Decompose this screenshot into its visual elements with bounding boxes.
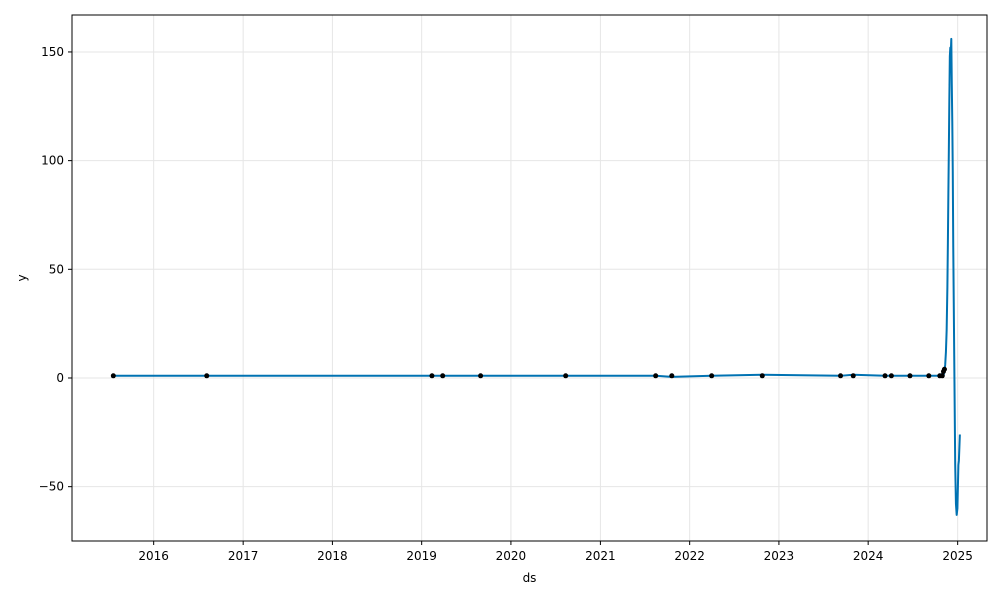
observed-point xyxy=(110,373,116,379)
y-tick-label: −50 xyxy=(39,480,64,494)
observed-point xyxy=(939,373,945,379)
plot-area-background xyxy=(72,15,987,541)
x-tick-label: 2018 xyxy=(317,549,348,563)
observed-point xyxy=(653,373,659,379)
observed-point xyxy=(669,373,675,379)
x-tick-label: 2023 xyxy=(764,549,795,563)
forecast-line xyxy=(113,37,961,516)
data-layer xyxy=(110,37,961,516)
observed-point xyxy=(926,373,932,379)
y-tick-label: 50 xyxy=(49,262,64,276)
y-tick-label: 150 xyxy=(41,45,64,59)
observed-point xyxy=(907,373,913,379)
observed-point xyxy=(838,373,844,379)
y-axis-label: y xyxy=(15,274,29,281)
observed-point xyxy=(429,373,435,379)
y-tick-label: 0 xyxy=(56,371,64,385)
x-tick-label: 2019 xyxy=(406,549,437,563)
observed-point xyxy=(941,366,947,372)
observed-point xyxy=(709,373,715,379)
gridlines xyxy=(72,15,987,541)
y-tick-label: 100 xyxy=(41,154,64,168)
observed-point xyxy=(563,373,569,379)
x-tick-label: 2021 xyxy=(585,549,616,563)
observed-point xyxy=(888,373,894,379)
plot-frame xyxy=(71,14,988,542)
observed-point xyxy=(882,373,888,379)
observed-point xyxy=(440,373,446,379)
observed-point xyxy=(759,373,765,379)
x-axis-label: ds xyxy=(523,571,537,585)
observed-point xyxy=(204,373,210,379)
x-tick-label: 2022 xyxy=(674,549,705,563)
x-tick-label: 2024 xyxy=(853,549,884,563)
x-tick-label: 2016 xyxy=(138,549,169,563)
observed-point xyxy=(850,373,856,379)
ticks: 2016 2017 2018 2019 2020 2021 2022 2023 2024 2025… xyxy=(39,45,973,563)
x-tick-label: 2020 xyxy=(496,549,527,563)
x-tick-label: 2017 xyxy=(228,549,259,563)
observed-point xyxy=(478,373,484,379)
x-tick-label: 2025 xyxy=(942,549,973,563)
